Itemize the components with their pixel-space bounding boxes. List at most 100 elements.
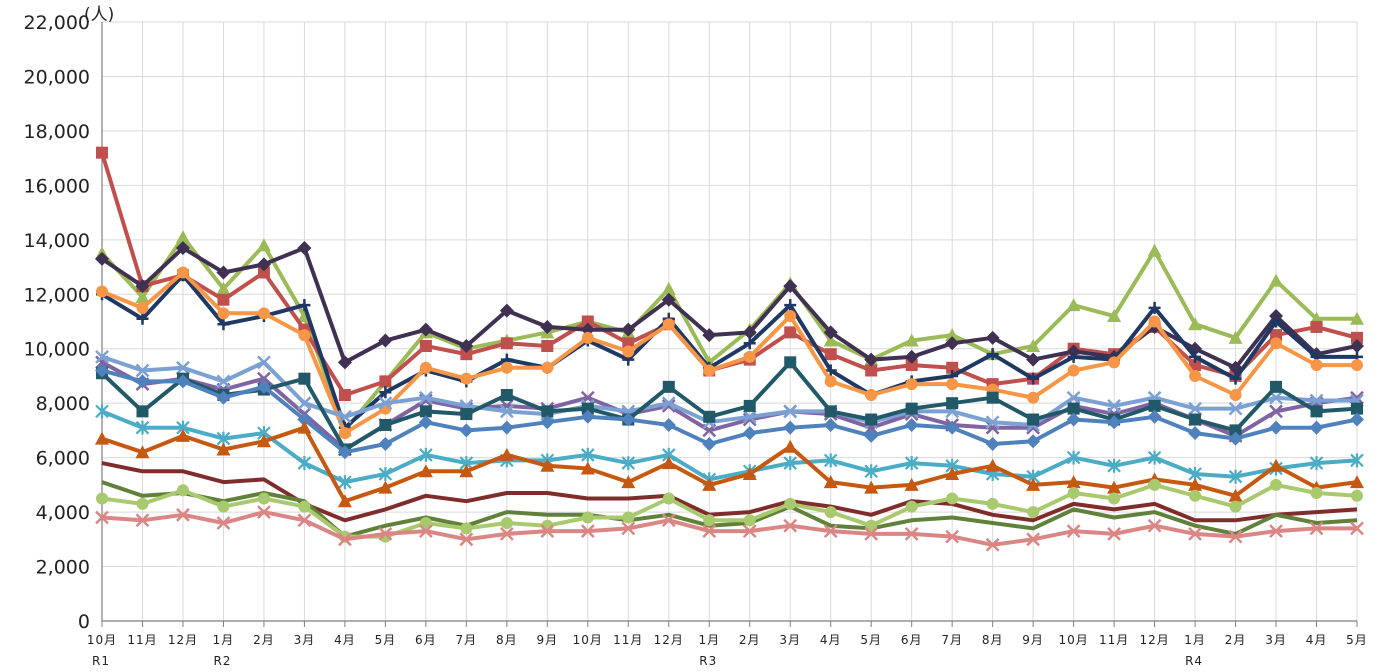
series-point bbox=[1309, 456, 1324, 471]
series-point bbox=[337, 445, 352, 460]
series-point bbox=[297, 240, 312, 255]
x-tick-label: 2月 bbox=[253, 633, 275, 647]
series-point bbox=[702, 524, 717, 539]
series-point bbox=[256, 379, 271, 394]
series-point bbox=[865, 413, 878, 426]
x-tick-label: 5月 bbox=[375, 633, 397, 647]
series-point bbox=[418, 464, 433, 478]
series-point bbox=[135, 279, 150, 294]
series-point bbox=[823, 325, 838, 340]
series-point bbox=[662, 380, 675, 393]
series-point bbox=[540, 524, 555, 539]
x-year-label: R1 bbox=[92, 654, 110, 668]
series-point bbox=[257, 505, 271, 519]
series-point bbox=[1107, 399, 1121, 413]
x-tick-label: 6月 bbox=[901, 633, 923, 647]
series-point bbox=[337, 494, 352, 508]
series-point bbox=[1189, 369, 1202, 382]
series-point bbox=[1269, 273, 1284, 287]
series-point bbox=[419, 516, 432, 529]
series-line bbox=[101, 409, 1358, 485]
series-point bbox=[257, 492, 270, 505]
series-point bbox=[1189, 489, 1202, 502]
series-14 bbox=[96, 478, 1363, 543]
series-point bbox=[217, 293, 230, 306]
series-point bbox=[905, 402, 918, 415]
series-point bbox=[1026, 477, 1041, 491]
y-tick-label: 22,000 bbox=[24, 12, 90, 34]
series-point bbox=[661, 281, 676, 295]
series-point bbox=[216, 265, 231, 280]
series-line bbox=[101, 480, 1358, 539]
series-point bbox=[1350, 475, 1364, 489]
series-point bbox=[824, 375, 837, 388]
series-point bbox=[96, 492, 108, 505]
x-tick-label: 12月 bbox=[1139, 633, 1169, 647]
series-line bbox=[101, 270, 1357, 436]
x-tick-label: 4月 bbox=[820, 633, 842, 647]
x-tick-label: 3月 bbox=[779, 633, 801, 647]
series-point bbox=[661, 292, 676, 307]
series-point bbox=[824, 348, 837, 361]
x-tick-label: 1月 bbox=[1184, 633, 1206, 647]
series-point bbox=[135, 289, 150, 303]
series-point bbox=[298, 500, 311, 513]
series-point bbox=[297, 456, 312, 471]
series-point bbox=[864, 428, 879, 443]
series-point bbox=[1309, 521, 1324, 536]
series-point bbox=[1350, 453, 1364, 468]
series-point bbox=[460, 522, 473, 535]
series-point bbox=[216, 390, 231, 405]
series-point bbox=[338, 532, 352, 547]
series-point bbox=[703, 364, 716, 377]
x-tick-label: 8月 bbox=[496, 633, 518, 647]
series-9 bbox=[95, 363, 1364, 460]
series-point bbox=[1269, 458, 1284, 472]
series-point bbox=[256, 434, 271, 448]
series-point bbox=[1350, 311, 1364, 325]
series-point bbox=[742, 426, 757, 441]
series-point bbox=[1027, 506, 1040, 519]
series-point bbox=[338, 475, 352, 490]
x-tick-label: 11月 bbox=[1099, 633, 1129, 647]
axes bbox=[101, 22, 1358, 627]
series-point bbox=[1189, 359, 1202, 372]
tick-labels: 0 2,000 4,000 6,000 8,000 10,000 12,000 14,000 1… bbox=[24, 12, 1367, 668]
series-point bbox=[784, 356, 797, 369]
series-point bbox=[905, 500, 918, 513]
series-point bbox=[945, 420, 960, 435]
series-point bbox=[1350, 412, 1364, 427]
series-point bbox=[1229, 424, 1242, 437]
series-line bbox=[100, 360, 1358, 452]
series-point bbox=[379, 418, 392, 431]
series-point bbox=[864, 480, 879, 494]
series-point bbox=[1027, 372, 1040, 385]
x-tick-label: 1月 bbox=[698, 633, 720, 647]
series-point bbox=[459, 532, 474, 547]
series-point bbox=[378, 437, 393, 452]
series-point bbox=[95, 251, 109, 266]
series-point bbox=[95, 510, 109, 525]
series-point bbox=[985, 537, 1000, 552]
series-point bbox=[297, 396, 312, 411]
series-point bbox=[175, 374, 190, 389]
series-point bbox=[1310, 320, 1323, 333]
series-point bbox=[622, 511, 635, 524]
series-point bbox=[216, 374, 231, 389]
series-point bbox=[499, 303, 514, 318]
series-point bbox=[1270, 315, 1283, 328]
series-point bbox=[824, 506, 837, 519]
series-point bbox=[1067, 402, 1080, 415]
y-axis-unit-label: (人) bbox=[84, 5, 114, 25]
series-point bbox=[257, 307, 270, 320]
series-point bbox=[1310, 359, 1323, 372]
series-point bbox=[661, 456, 676, 470]
series-point bbox=[1066, 524, 1081, 539]
series-point bbox=[1351, 402, 1363, 415]
series-line bbox=[100, 273, 1357, 430]
series-point bbox=[986, 348, 999, 361]
series-point bbox=[95, 404, 109, 419]
x-tick-label: 4月 bbox=[334, 633, 356, 647]
series-point bbox=[96, 146, 108, 159]
series-point bbox=[1148, 315, 1161, 328]
